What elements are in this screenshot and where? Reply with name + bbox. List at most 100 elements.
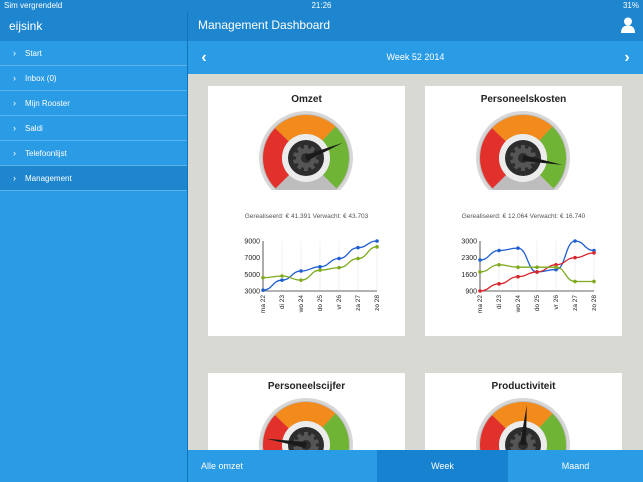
data-point [261, 288, 265, 292]
x-tick-label: di 23 [279, 295, 286, 309]
data-point [375, 245, 379, 249]
data-point [554, 265, 558, 269]
gauge [476, 398, 570, 451]
battery-text: 31% [622, 1, 639, 10]
chevron-right-icon: › [13, 173, 16, 183]
card-title: Productiviteit [491, 381, 556, 392]
chevron-right-icon: › [13, 98, 16, 108]
gauge-segment-2 [539, 126, 566, 189]
month-tab[interactable]: Maand [508, 450, 643, 482]
x-tick-label: zo 28 [374, 295, 381, 311]
x-tick-label: za 27 [355, 295, 362, 311]
x-tick-label: zo 28 [591, 295, 598, 311]
main-panel: Management Dashboard ‹ Week 52 2014 › Om… [188, 12, 643, 482]
sidebar-item-4[interactable]: › Telefoonlijst [0, 141, 187, 166]
all-revenue-button[interactable]: Alle omzet [188, 450, 377, 482]
sidebar: eijsink › Start › Inbox (0) › Mijn Rooster › Sa… [0, 12, 187, 482]
data-point [573, 239, 577, 243]
gear-tooth [521, 145, 525, 150]
sidebar-item-1[interactable]: › Inbox (0) [0, 66, 187, 91]
card-productiviteit[interactable]: Productiviteit [425, 373, 622, 451]
sidebar-item-label: Start [25, 49, 42, 58]
card-personeelskosten[interactable]: Personeelskosten Gerealiseerd: € 12.064 … [425, 86, 622, 336]
sidebar-title: eijsink [0, 12, 187, 41]
data-point [280, 278, 284, 282]
sidebar-item-5[interactable]: › Management [0, 166, 187, 191]
bottom-bar: Alle omzet Week Maand [188, 450, 643, 482]
data-point [318, 265, 322, 269]
card-title: Omzet [291, 94, 322, 105]
week-tab[interactable]: Week [377, 450, 508, 482]
week-label: Week 52 2014 [386, 52, 445, 62]
sidebar-item-label: Mijn Rooster [25, 99, 70, 108]
gauge-needle [304, 142, 343, 161]
data-point [516, 246, 520, 250]
x-tick-label: di 23 [496, 295, 503, 309]
data-point [299, 278, 303, 282]
gear-tooth [521, 166, 525, 171]
data-point [478, 270, 482, 274]
data-point [478, 258, 482, 262]
data-point [497, 282, 501, 286]
sidebar-item-3[interactable]: › Saldi [0, 116, 187, 141]
data-point [280, 274, 284, 278]
page-title: Management Dashboard [198, 18, 331, 32]
x-tick-label: vr 26 [336, 295, 343, 310]
chevron-right-icon: › [13, 123, 16, 133]
data-point [337, 256, 341, 261]
previous-week-icon[interactable]: ‹ [201, 49, 207, 66]
data-point [497, 263, 501, 267]
gauge-segment-1 [492, 115, 553, 142]
divider [187, 12, 188, 482]
card-title: Personeelskosten [480, 94, 567, 105]
gauge-segment-1 [275, 402, 336, 429]
next-week-icon[interactable]: › [624, 49, 630, 66]
x-tick-label: wo 24 [298, 295, 305, 314]
gauge-segment-0 [480, 415, 506, 451]
user-icon[interactable] [621, 17, 635, 33]
sidebar-item-label: Telefoonlijst [25, 149, 67, 158]
y-tick-label: 1600 [461, 272, 477, 279]
gauge-segment-0 [263, 415, 289, 451]
data-point [261, 275, 265, 280]
gauge-needle [266, 438, 307, 448]
sidebar-item-label: Management [25, 174, 72, 183]
gauge [476, 111, 570, 190]
gauge-segment-2 [539, 413, 566, 451]
chevron-right-icon: › [13, 48, 16, 58]
dashboard-content: Omzet Gerealiseerd: € 41.391 Verwacht: €… [188, 74, 643, 451]
top-bar: Management Dashboard [188, 12, 643, 41]
card-personeelscijfer[interactable]: Personeelscijfer [208, 373, 405, 451]
x-tick-label: ma 22 [260, 295, 267, 313]
gear-tooth [304, 166, 308, 171]
gauge-segment-1 [492, 402, 553, 429]
data-point [318, 268, 322, 272]
data-point [592, 251, 596, 255]
sidebar-item-label: Saldi [25, 124, 43, 133]
x-tick-label: za 27 [572, 295, 579, 311]
sidebar-item-2[interactable]: › Mijn Rooster [0, 91, 187, 116]
card-omzet[interactable]: Omzet Gerealiseerd: € 41.391 Verwacht: €… [208, 86, 405, 336]
y-tick-label: 900 [465, 289, 477, 296]
gauge [259, 398, 353, 451]
data-point [356, 256, 360, 261]
card-title: Personeelscijfer [267, 381, 346, 392]
gauge-segment-2 [322, 126, 349, 189]
card-caption: Gerealiseerd: € 41.391 Verwacht: € 43.70… [244, 213, 369, 220]
y-tick-label: 5000 [244, 272, 260, 279]
y-tick-label: 7000 [244, 255, 260, 262]
gauge-needle [522, 155, 563, 165]
data-point [535, 270, 539, 274]
sidebar-item-0[interactable]: › Start [0, 41, 187, 66]
gauge-segment-0 [263, 128, 290, 189]
data-point [356, 245, 360, 250]
data-point [497, 248, 501, 253]
data-point [535, 265, 539, 269]
data-point [592, 279, 596, 284]
x-tick-label: ma 22 [477, 295, 484, 313]
sidebar-item-label: Inbox (0) [25, 74, 57, 83]
week-bar: ‹ Week 52 2014 › [188, 41, 643, 74]
x-tick-label: vr 26 [553, 295, 560, 310]
carrier-text: Sim vergrendeld [4, 1, 63, 10]
